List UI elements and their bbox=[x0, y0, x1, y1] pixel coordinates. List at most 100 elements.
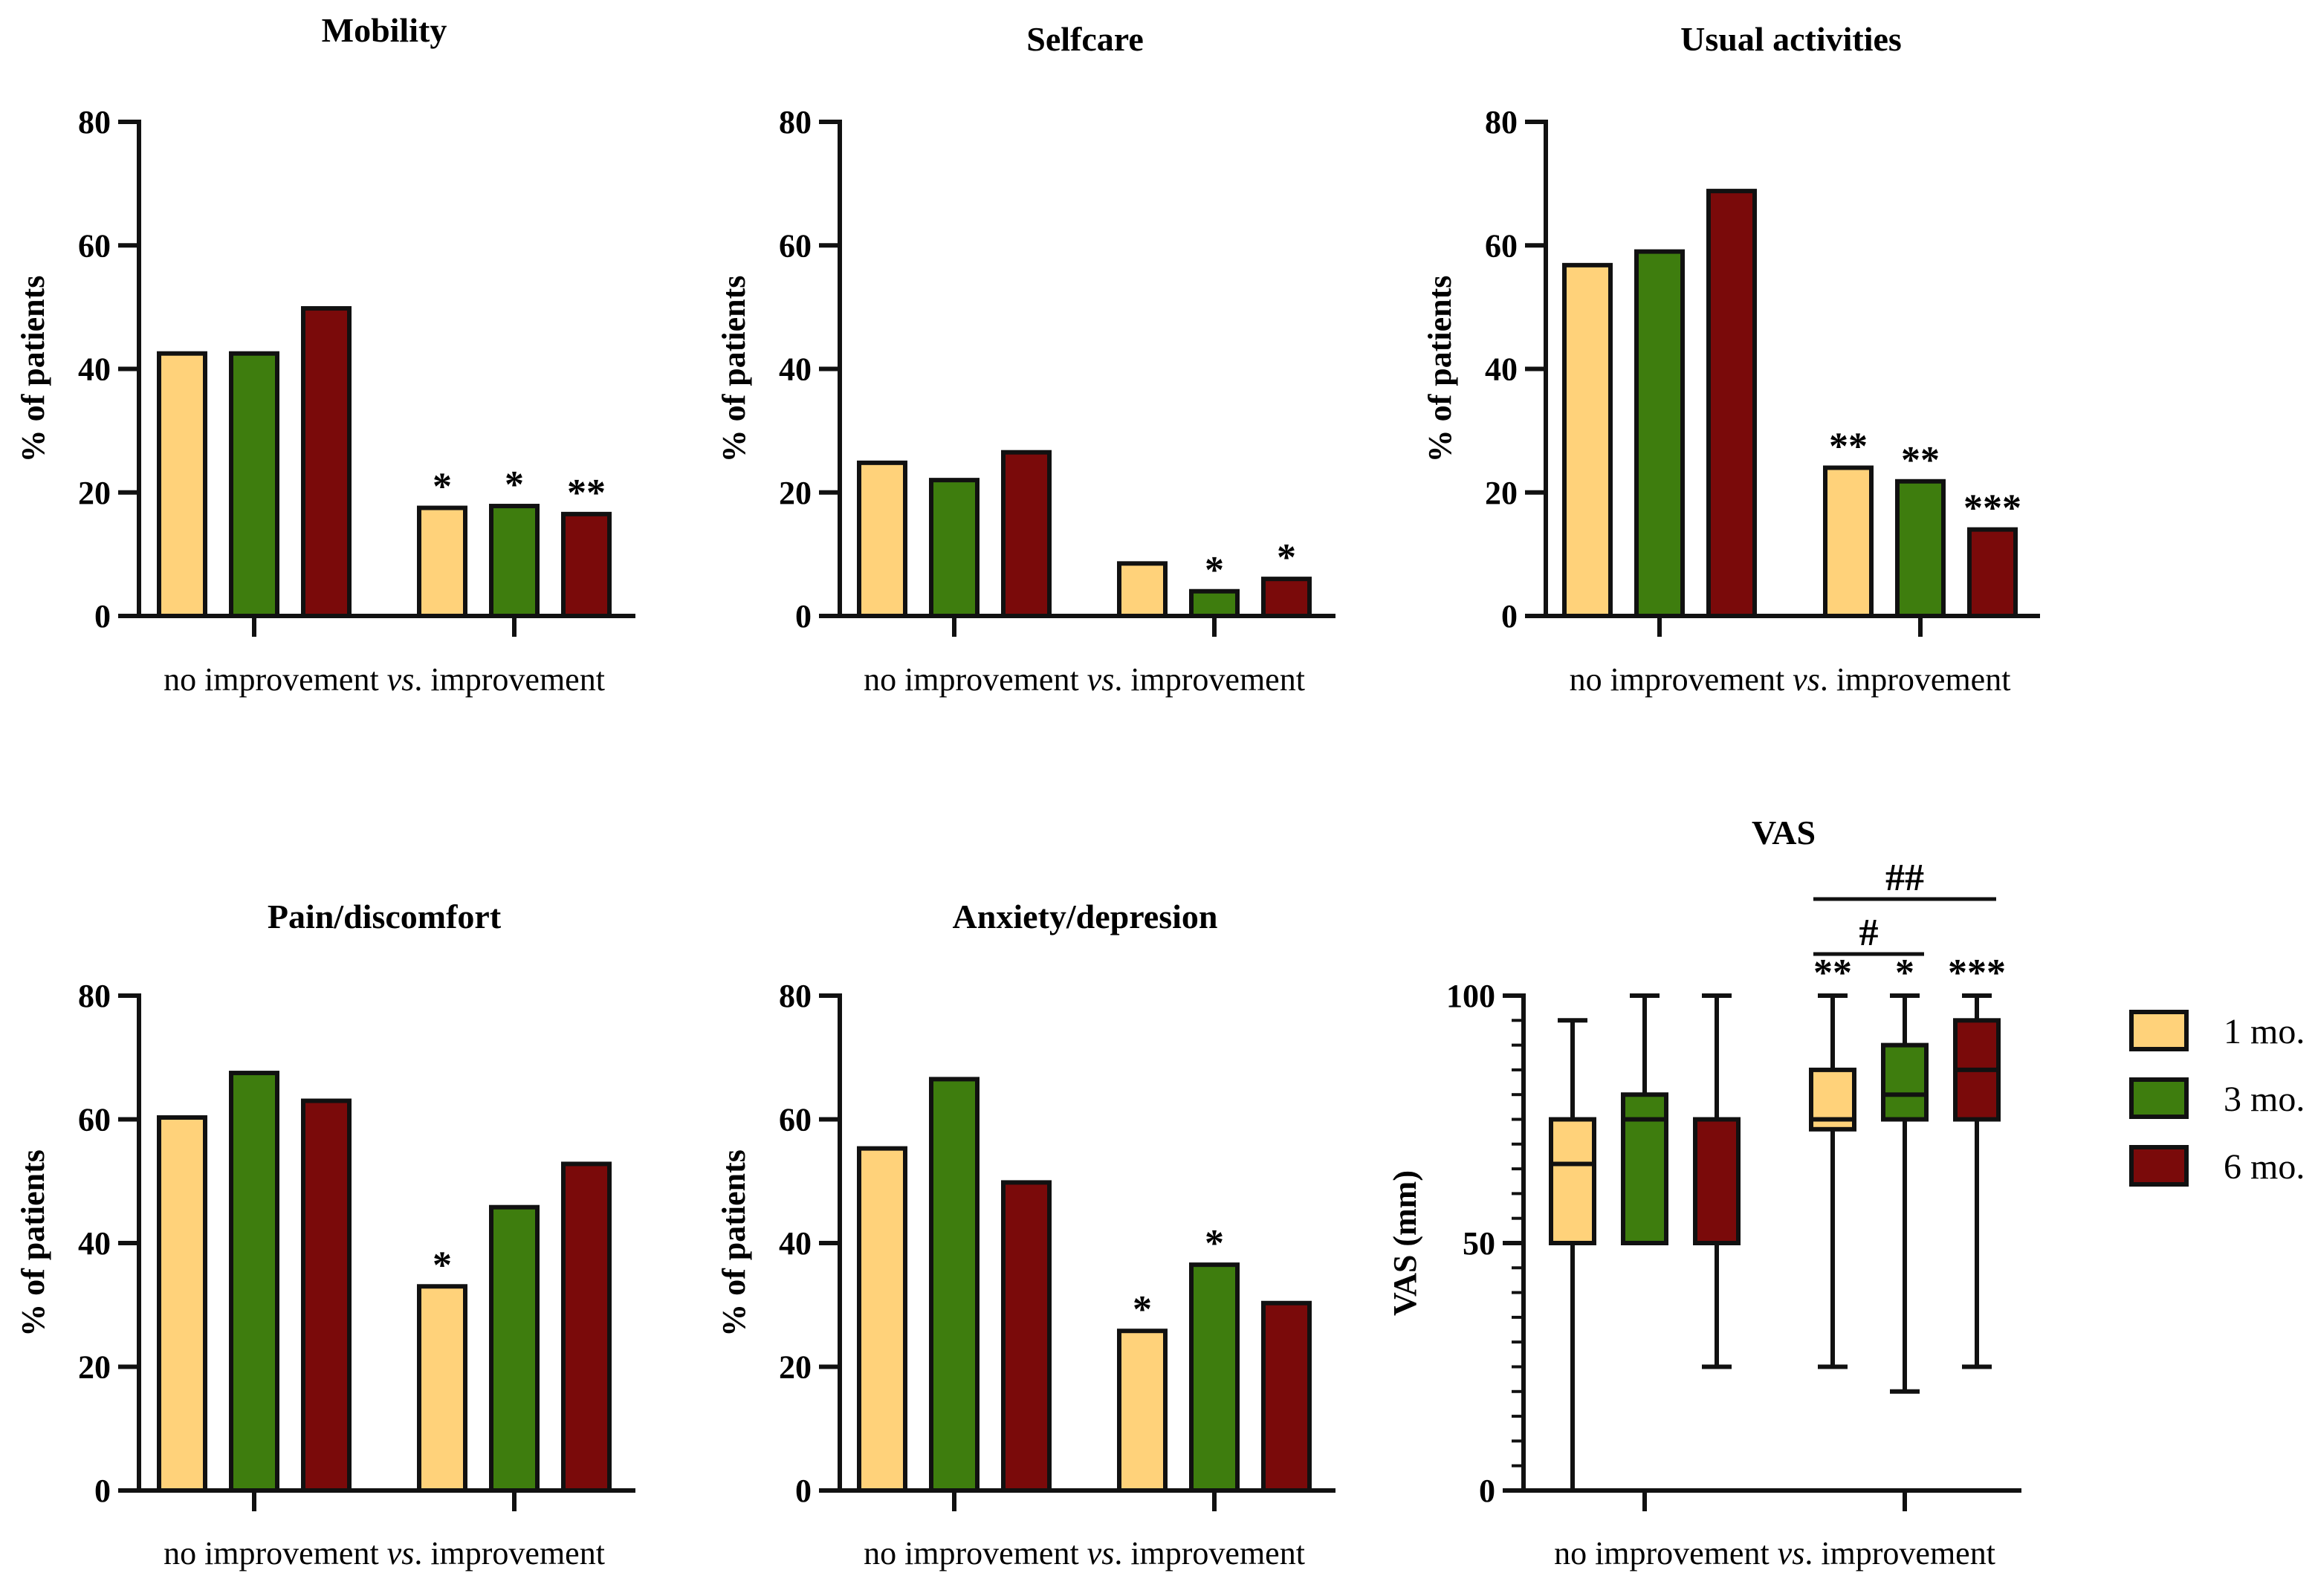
box-1mo-improvement bbox=[1809, 993, 1856, 1369]
bar-1mo-improvement bbox=[417, 505, 467, 618]
significance-marker: ** bbox=[1901, 439, 1940, 481]
bar-1mo-improvement bbox=[1823, 465, 1874, 618]
x-axis-label: no improvement vs. improvement bbox=[864, 661, 1305, 698]
bar-6mo-improvement bbox=[1261, 1300, 1312, 1493]
y-axis-label: % of patients bbox=[716, 276, 752, 463]
y-tick-label: 40 bbox=[78, 1225, 111, 1262]
y-tick-label: 0 bbox=[1501, 598, 1518, 635]
bar-6mo-no-improvement bbox=[1001, 1180, 1052, 1493]
chart-title: Mobility bbox=[322, 11, 447, 49]
bar-6mo-improvement bbox=[561, 511, 612, 618]
box-1mo-no-improvement bbox=[1549, 1018, 1596, 1493]
significance-marker: *** bbox=[1963, 487, 2021, 530]
box-6mo-improvement bbox=[1953, 993, 2001, 1369]
legend-label-1mo: 1 mo. bbox=[2224, 1012, 2305, 1051]
bar-3mo-improvement bbox=[489, 504, 540, 618]
significance-marker: ** bbox=[1813, 952, 1852, 994]
x-axis-label: no improvement vs. improvement bbox=[1554, 1535, 1995, 1571]
y-tick-label: 80 bbox=[779, 978, 812, 1014]
bar-1mo-no-improvement bbox=[157, 351, 207, 618]
x-axis-label: no improvement vs. improvement bbox=[1570, 661, 2011, 698]
significance-marker: * bbox=[1133, 1288, 1152, 1331]
significance-marker: * bbox=[433, 1244, 452, 1286]
panel-pain-discomfort: Pain/discomfort % of patients no improve… bbox=[15, 898, 635, 1571]
chart-title: Pain/discomfort bbox=[268, 898, 502, 935]
panel-vas: VAS VAS (mm) no improvement vs. improvem… bbox=[1387, 814, 2021, 1571]
bar-3mo-no-improvement bbox=[229, 1071, 279, 1493]
bar-1mo-improvement bbox=[1117, 561, 1168, 618]
y-tick-label: 100 bbox=[1446, 978, 1495, 1014]
y-tick-label: 50 bbox=[1463, 1225, 1495, 1262]
y-tick-label: 60 bbox=[779, 1102, 812, 1138]
legend-label-3mo: 3 mo. bbox=[2224, 1080, 2305, 1119]
y-tick-label: 0 bbox=[94, 1473, 111, 1509]
panel-usual-activities: Usual activities % of patients no improv… bbox=[1422, 20, 2040, 698]
bar-3mo-no-improvement bbox=[229, 351, 279, 618]
bar-1mo-no-improvement bbox=[857, 1146, 907, 1493]
bar-1mo-no-improvement bbox=[857, 460, 907, 618]
legend-swatch-6mo bbox=[2129, 1145, 2189, 1187]
y-tick-label: 0 bbox=[1479, 1473, 1495, 1509]
significance-marker: *** bbox=[1948, 952, 2006, 994]
significance-marker: * bbox=[505, 464, 524, 506]
bar-6mo-improvement bbox=[561, 1161, 612, 1493]
bar-3mo-improvement bbox=[1189, 1262, 1240, 1493]
y-axis-label: % of patients bbox=[15, 1149, 51, 1337]
y-tick-label: 40 bbox=[779, 1225, 812, 1262]
x-axis-label: no improvement vs. improvement bbox=[163, 1535, 605, 1571]
bar-1mo-improvement bbox=[1117, 1329, 1168, 1493]
box-3mo-improvement bbox=[1881, 993, 1929, 1394]
bar-3mo-improvement bbox=[489, 1204, 540, 1493]
panel-mobility: Mobility % of patients no improvement vs… bbox=[15, 11, 635, 698]
box-body bbox=[1693, 1117, 1741, 1245]
y-axis-label: % of patients bbox=[15, 276, 51, 463]
y-tick-label: 40 bbox=[1485, 351, 1518, 388]
x-axis-label: no improvement vs. improvement bbox=[163, 661, 605, 698]
box-body bbox=[1881, 1042, 1929, 1122]
y-tick-label: 20 bbox=[779, 475, 812, 511]
bar-6mo-no-improvement bbox=[1706, 189, 1757, 619]
box-3mo-no-improvement bbox=[1621, 993, 1668, 1245]
y-tick-label: 80 bbox=[1485, 104, 1518, 140]
bar-3mo-improvement bbox=[1189, 588, 1240, 618]
y-tick-label: 0 bbox=[795, 1473, 812, 1509]
bar-3mo-no-improvement bbox=[929, 478, 980, 618]
legend-swatch-1mo bbox=[2129, 1010, 2189, 1051]
legend-swatch-3mo bbox=[2129, 1077, 2189, 1119]
chart-title: VAS bbox=[1752, 814, 1816, 851]
panel-anxiety-depression: Anxiety/depresion % of patients no impro… bbox=[716, 898, 1335, 1571]
bar-3mo-no-improvement bbox=[1634, 249, 1685, 618]
chart-title: Usual activities bbox=[1680, 20, 1902, 58]
significance-marker: * bbox=[1205, 549, 1224, 591]
bar-6mo-improvement bbox=[1967, 527, 2018, 618]
bar-3mo-no-improvement bbox=[929, 1077, 980, 1493]
y-tick-label: 80 bbox=[779, 104, 812, 140]
significance-marker: ** bbox=[1829, 426, 1868, 468]
y-tick-label: 40 bbox=[779, 351, 812, 388]
chart-title: Anxiety/depresion bbox=[953, 898, 1218, 935]
y-axis-label: % of patients bbox=[716, 1149, 752, 1337]
y-tick-label: 20 bbox=[1485, 475, 1518, 511]
y-axis-label: VAS (mm) bbox=[1387, 1170, 1423, 1316]
y-tick-label: 20 bbox=[779, 1349, 812, 1386]
significance-marker: * bbox=[433, 466, 452, 508]
y-tick-label: 80 bbox=[78, 978, 111, 1014]
bar-6mo-no-improvement bbox=[1001, 450, 1052, 618]
y-tick-label: 60 bbox=[1485, 227, 1518, 264]
legend-label-6mo: 6 mo. bbox=[2224, 1147, 2305, 1187]
y-tick-label: 60 bbox=[78, 1102, 111, 1138]
bar-1mo-no-improvement bbox=[157, 1115, 207, 1493]
significance-marker: ** bbox=[567, 472, 606, 514]
chart-title: Selfcare bbox=[1026, 20, 1144, 58]
box-6mo-no-improvement bbox=[1693, 993, 1741, 1369]
bar-1mo-improvement bbox=[417, 1284, 467, 1493]
panel-selfcare: Selfcare % of patients no improvement vs… bbox=[716, 20, 1335, 698]
bracket-label: ## bbox=[1885, 857, 1924, 899]
y-tick-label: 60 bbox=[779, 227, 812, 264]
significance-marker: * bbox=[1205, 1222, 1224, 1265]
box-body bbox=[1621, 1092, 1668, 1245]
significance-marker: * bbox=[1277, 536, 1296, 579]
y-tick-label: 80 bbox=[78, 104, 111, 140]
y-tick-label: 0 bbox=[795, 598, 812, 635]
